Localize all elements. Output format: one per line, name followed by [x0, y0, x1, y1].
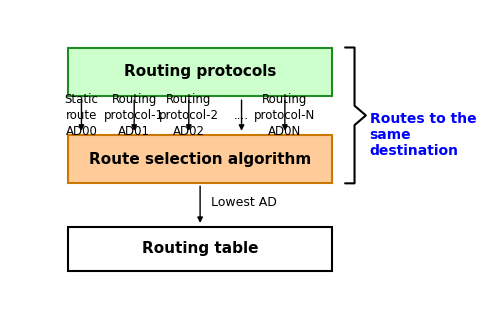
Text: Routing
protocol-2
AD02: Routing protocol-2 AD02 [159, 93, 219, 138]
Text: Routing
protocol-1
AD01: Routing protocol-1 AD01 [104, 93, 164, 138]
Text: Routing
protocol-N
AD0N: Routing protocol-N AD0N [254, 93, 315, 138]
Text: Static
route
AD00: Static route AD00 [65, 93, 98, 138]
FancyBboxPatch shape [68, 135, 332, 183]
FancyBboxPatch shape [68, 48, 332, 96]
Text: Routes to the
same
destination: Routes to the same destination [369, 112, 476, 158]
Text: Route selection algorithm: Route selection algorithm [89, 152, 311, 167]
Text: ....: .... [234, 109, 249, 122]
FancyBboxPatch shape [68, 227, 332, 271]
Text: Lowest AD: Lowest AD [211, 196, 278, 209]
Text: Routing table: Routing table [142, 241, 259, 256]
Text: Routing protocols: Routing protocols [124, 64, 277, 79]
